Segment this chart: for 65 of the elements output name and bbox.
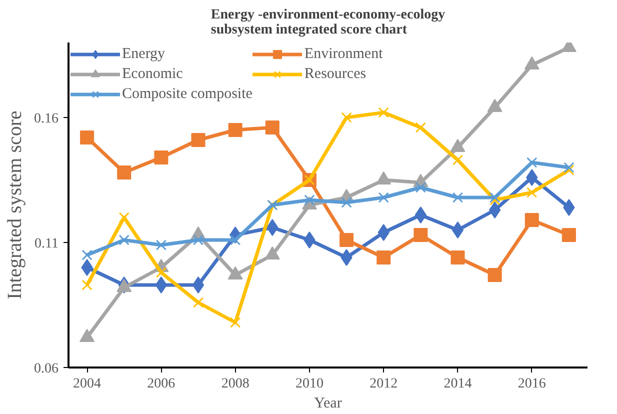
y-tick-label: 0.06 — [34, 362, 58, 376]
point — [414, 228, 428, 242]
point — [450, 250, 465, 264]
point — [415, 182, 426, 193]
point — [156, 267, 167, 278]
point — [526, 169, 538, 186]
point — [265, 120, 280, 134]
point — [378, 192, 389, 203]
point — [80, 130, 94, 144]
y-axis-title: Integrated system score — [4, 110, 26, 300]
point — [340, 233, 354, 247]
point — [526, 157, 538, 168]
x-tick-label: 2006 — [147, 376, 176, 392]
point — [118, 234, 130, 246]
point — [415, 122, 426, 133]
point — [156, 240, 167, 250]
point — [192, 297, 204, 308]
point — [562, 228, 576, 242]
point — [191, 133, 206, 147]
point — [230, 317, 241, 328]
point — [230, 234, 241, 246]
legend-label: Economic — [122, 65, 183, 83]
chart-title: Energy -environment-economy-ecology subsystem integrated score chart — [210, 8, 446, 38]
x-tick-label: 2014 — [444, 376, 472, 392]
point — [526, 187, 538, 198]
legend-label: Composite composite — [122, 85, 252, 103]
x-tick-label: 2016 — [518, 376, 546, 392]
point — [563, 199, 575, 216]
point — [488, 202, 501, 218]
point — [341, 112, 352, 123]
point — [378, 107, 389, 118]
point — [192, 276, 204, 294]
x-tick-label: 2010 — [295, 376, 324, 392]
y-tick-label: 0.11 — [34, 236, 59, 252]
point — [378, 224, 390, 241]
legend-label: Energy — [122, 45, 166, 63]
x-tick-label: 2008 — [221, 376, 250, 392]
point — [154, 150, 168, 164]
point — [304, 232, 316, 248]
point — [376, 250, 391, 264]
x-tick-label: 2012 — [370, 376, 398, 392]
point — [524, 213, 539, 227]
point — [341, 197, 352, 208]
point — [452, 192, 464, 203]
point — [82, 250, 92, 260]
point — [228, 123, 242, 137]
point — [489, 192, 500, 203]
legend-label: Resources — [304, 65, 366, 83]
point — [81, 259, 93, 276]
point — [452, 222, 464, 238]
x-axis-title: Year — [314, 396, 342, 412]
point — [340, 249, 352, 266]
point — [452, 154, 464, 166]
point — [266, 219, 278, 236]
point — [118, 212, 130, 223]
point — [155, 276, 168, 294]
point — [488, 268, 502, 282]
point — [82, 280, 92, 290]
point — [192, 234, 204, 246]
point — [564, 162, 574, 173]
point — [117, 166, 132, 180]
legend-label: Environment — [304, 45, 383, 63]
x-tick-label: 2004 — [73, 376, 102, 392]
y-tick-label: 0.16 — [34, 112, 58, 126]
point — [414, 206, 427, 224]
